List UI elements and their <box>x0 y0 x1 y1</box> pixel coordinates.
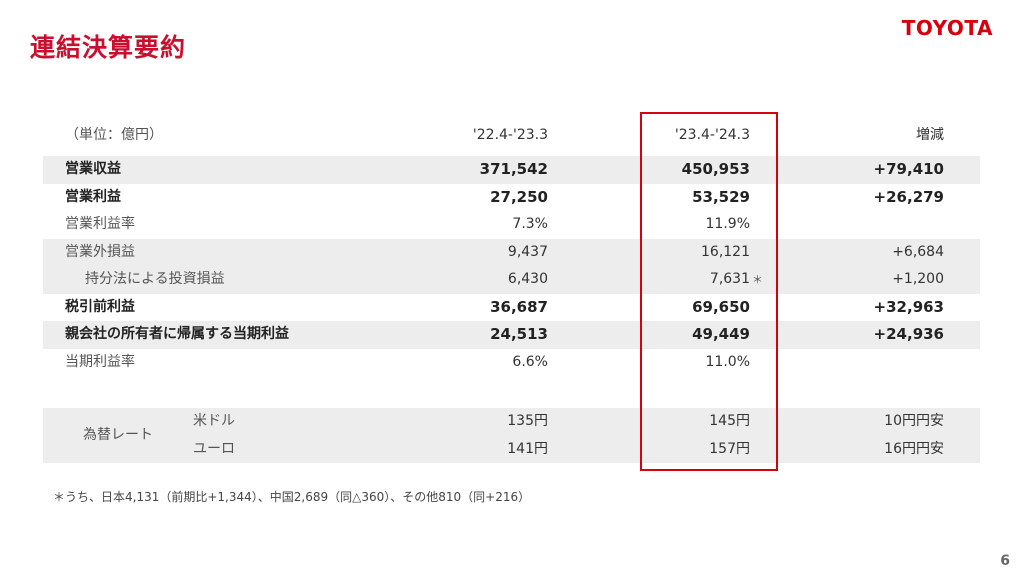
slide-title: 連結決算要約 <box>30 33 187 62</box>
header-current-period: '23.4-'24.3 <box>674 127 750 143</box>
current-value: 7,631 <box>709 271 750 287</box>
table-row-operating-revenue: 営業収益 371,542 450,953 +79,410 <box>43 156 980 184</box>
current-value: 11.0% <box>705 353 750 370</box>
prev-value: 24,513 <box>490 325 548 343</box>
header-change: 増減 <box>916 127 944 143</box>
header-prev-period: '22.4-'23.3 <box>472 127 548 143</box>
row-label: 営業収益 <box>65 161 121 177</box>
fx-rate-block: 為替レート 米ドル 135円 145円 10円円安 ユーロ 141円 157円 … <box>43 408 980 463</box>
currency-name: ユーロ <box>193 440 235 457</box>
table-row-pretax-income: 税引前利益 36,687 69,650 +32,963 <box>43 294 980 322</box>
change-value: +1,200 <box>892 271 944 287</box>
current-value: 11.9% <box>705 216 750 232</box>
change-value: +26,279 <box>873 187 944 206</box>
table-spacer <box>43 376 980 408</box>
prev-value: 9,437 <box>507 243 548 260</box>
table-row-net-margin: 当期利益率 6.6% 11.0% <box>43 349 980 377</box>
page-number: 6 <box>1000 553 1010 569</box>
current-period-highlight-box <box>640 112 778 471</box>
current-value: 145円 <box>709 413 750 429</box>
footnote: ＊うち、日本4,131（前期比+1,344）、中国2,689（同△360）、その… <box>53 490 531 504</box>
current-value: 53,529 <box>692 187 750 206</box>
prev-value: 6.6% <box>512 353 548 370</box>
table-header-row: （単位：億円） '22.4-'23.3 '23.4-'24.3 増減 <box>43 118 980 156</box>
prev-value: 27,250 <box>490 187 548 206</box>
current-value: 69,650 <box>692 297 750 316</box>
change-value: 10円円安 <box>884 413 944 429</box>
prev-value: 36,687 <box>490 297 548 316</box>
table-row-equity-method: 持分法による投資損益 6,430 7,631 ＊ +1,200 <box>43 266 980 294</box>
current-value: 157円 <box>709 440 750 457</box>
row-label: 当期利益率 <box>65 353 135 370</box>
prev-value: 6,430 <box>507 271 548 287</box>
prev-value: 135円 <box>507 413 548 429</box>
table-row-operating-income: 営業利益 27,250 53,529 +26,279 <box>43 184 980 212</box>
prev-value: 371,542 <box>479 160 548 178</box>
row-label: 営業利益率 <box>65 216 135 232</box>
fx-rate-label: 為替レート <box>83 427 153 443</box>
toyota-logo: TOYOTA <box>901 16 993 40</box>
table-row-non-operating: 営業外損益 9,437 16,121 +6,684 <box>43 238 980 266</box>
change-value: 16円円安 <box>884 440 944 457</box>
financial-summary-table: （単位：億円） '22.4-'23.3 '23.4-'24.3 増減 営業収益 … <box>43 118 980 463</box>
row-label: 税引前利益 <box>65 298 135 315</box>
current-value: 450,953 <box>681 160 750 178</box>
prev-value: 141円 <box>507 440 548 457</box>
table-row-net-income: 親会社の所有者に帰属する当期利益 24,513 49,449 +24,936 <box>43 321 980 349</box>
unit-label: （単位：億円） <box>65 127 163 143</box>
current-value: 49,449 <box>692 325 750 343</box>
row-label: 持分法による投資損益 <box>85 271 225 287</box>
row-label: 営業外損益 <box>65 243 135 260</box>
row-label: 営業利益 <box>65 188 121 205</box>
row-label: 親会社の所有者に帰属する当期利益 <box>65 326 289 342</box>
table-row-operating-margin: 営業利益率 7.3% 11.9% <box>43 211 980 239</box>
prev-value: 7.3% <box>512 216 548 232</box>
fx-row-eur: ユーロ 141円 157円 16円円安 <box>43 436 980 464</box>
change-value: +79,410 <box>873 160 944 178</box>
currency-name: 米ドル <box>193 413 235 429</box>
fx-row-usd: 米ドル 135円 145円 10円円安 <box>43 408 980 436</box>
change-value: +6,684 <box>892 243 944 260</box>
current-value: 16,121 <box>701 243 750 260</box>
change-value: +24,936 <box>873 325 944 343</box>
change-value: +32,963 <box>873 297 944 316</box>
footnote-marker: ＊ <box>752 273 763 286</box>
